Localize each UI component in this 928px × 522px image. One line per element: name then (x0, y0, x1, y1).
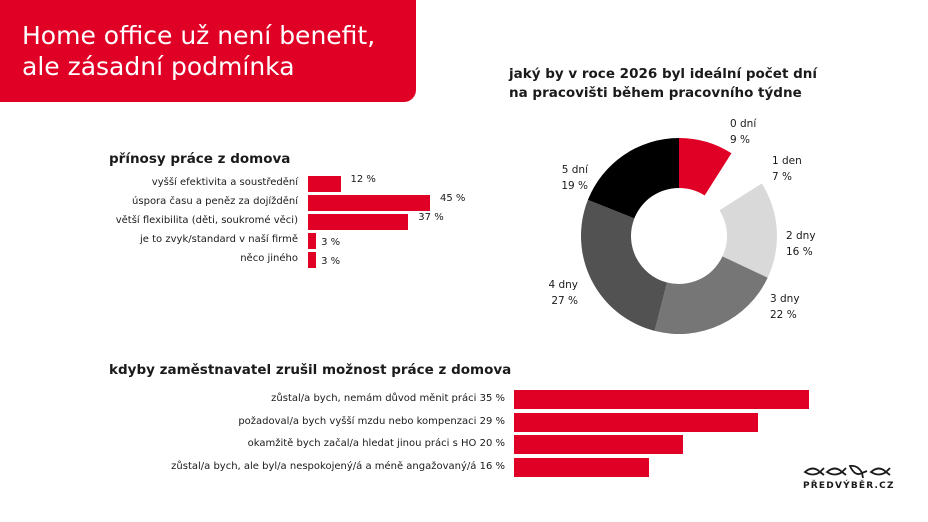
cancel-ho-bar (514, 412, 759, 432)
fish-logo-icon (803, 464, 891, 479)
cancel-ho-label: požadoval/a bych vyšší mzdu nebo kompenz… (238, 415, 505, 427)
cancel-ho-chart-title: kdyby zaměstnavatel zrušil možnost práce… (109, 362, 512, 378)
donut-label-category: 5 dní (561, 164, 588, 176)
donut-chart-title-line2: na pracovišti během pracovního týdne (509, 85, 802, 101)
benefit-value: 3 % (321, 237, 341, 248)
benefit-label: větší flexibilita (děti, soukromé věci) (115, 215, 298, 226)
benefit-bar (308, 252, 317, 268)
donut-label: 4 dny 27 % (528, 277, 578, 309)
donut-slice-2-dny (719, 183, 777, 278)
donut-label: 5 dní 19 % (538, 162, 588, 194)
donut-slice-3-dny (654, 256, 768, 334)
donut-label: 1 den 7 % (772, 153, 802, 185)
donut-label-value: 7 % (772, 171, 792, 183)
benefit-value: 37 % (418, 212, 444, 223)
title-banner: Home office už není benefit, ale zásadní… (0, 0, 416, 102)
donut-label-category: 0 dní (730, 118, 757, 130)
donut-label-value: 27 % (551, 295, 578, 307)
benefit-label: něco jiného (240, 253, 298, 264)
benefit-label: je to zvyk/standard v naší firmě (140, 234, 298, 245)
cancel-ho-bar (514, 390, 809, 409)
cancel-ho-bar (514, 435, 683, 454)
benefit-bar (308, 176, 341, 192)
donut-slice-4-dny (581, 199, 668, 331)
donut-chart-title-line1: jaký by v roce 2026 byl ideální počet dn… (509, 66, 818, 82)
donut-label-value: 19 % (561, 180, 588, 192)
benefit-value: 12 % (350, 174, 376, 185)
donut-label: 2 dny 16 % (786, 228, 816, 260)
donut-label-category: 3 dny (770, 293, 800, 305)
benefit-value: 3 % (321, 256, 341, 267)
benefit-value: 45 % (440, 193, 466, 204)
logo-text: PŘEDVÝBĚR.CZ (803, 481, 895, 491)
donut-label: 3 dny 22 % (770, 291, 800, 323)
donut-slice-1-den (704, 153, 762, 211)
benefits-chart-title: přínosy práce z domova (109, 151, 291, 167)
donut-label: 0 dní 9 % (730, 116, 756, 148)
donut-label-category: 1 den (772, 155, 802, 167)
benefit-bar (308, 233, 317, 249)
cancel-ho-bar (514, 457, 649, 477)
benefit-bar (308, 214, 409, 230)
donut-label-value: 16 % (786, 246, 813, 258)
cancel-ho-label: okamžitě bych začal/a hledat jinou práci… (247, 438, 505, 449)
benefit-label: vyšší efektivita a soustředění (151, 177, 298, 188)
page-title-line1: Home office už není benefit, (22, 21, 376, 50)
donut-label-value: 9 % (730, 134, 750, 146)
donut-slice-0-dní (679, 138, 732, 196)
cancel-ho-label: zůstal/a bych, ale byl/a nespokojený/á a… (171, 460, 505, 472)
benefit-label: úspora času a peněz za dojíždění (132, 196, 298, 207)
page-title-line2: ale zásadní podmínka (22, 52, 295, 81)
donut-label-category: 4 dny (548, 279, 578, 291)
donut-label-value: 22 % (770, 309, 797, 321)
donut-label-category: 2 dny (786, 230, 816, 242)
cancel-ho-label: zůstal/a bych, nemám důvod měnit práci 3… (271, 393, 505, 404)
benefit-bar (308, 195, 430, 211)
donut-slice-5-dní (587, 138, 679, 219)
